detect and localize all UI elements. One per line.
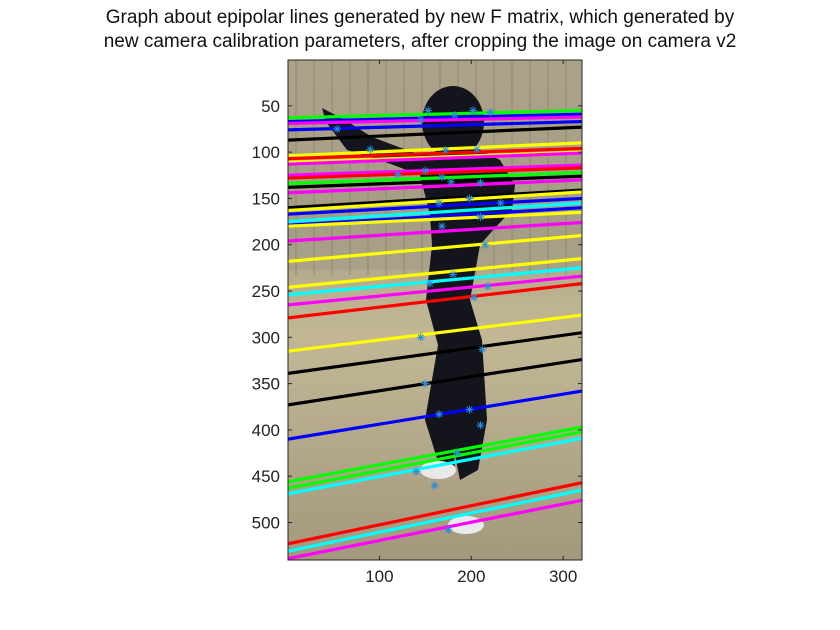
feature-point-marker — [425, 279, 434, 288]
x-tick-label: 200 — [457, 567, 485, 586]
y-tick-label: 50 — [261, 97, 280, 116]
feature-point-marker — [435, 199, 444, 208]
epipolar-line — [288, 190, 582, 213]
x-axis: 100 200 300 — [365, 60, 577, 586]
feature-point-marker — [435, 410, 444, 419]
y-tick-label: 150 — [252, 189, 280, 208]
epipolar-line — [288, 151, 582, 166]
feature-point-marker — [333, 124, 342, 133]
feature-point-marker — [470, 293, 479, 302]
epipolar-line — [288, 141, 582, 158]
epipolar-line — [288, 170, 582, 186]
epipolar-line — [288, 274, 582, 307]
epipolar-line — [288, 389, 582, 441]
y-tick-label: 400 — [252, 421, 280, 440]
epipolar-line — [288, 125, 582, 142]
feature-point-marker — [421, 166, 430, 175]
epipolar-line — [288, 188, 582, 210]
feature-point-marker — [421, 379, 430, 388]
feature-point-marker — [416, 115, 425, 124]
chart-title-line-1: Graph about epipolar lines generated by … — [105, 7, 735, 28]
feature-point-marker — [437, 173, 446, 182]
epipolar-line — [288, 282, 582, 320]
feature-point-marker — [465, 194, 474, 203]
epipolar-line — [288, 108, 582, 120]
feature-point-marker — [476, 178, 485, 187]
feature-point-marker — [476, 421, 485, 430]
feature-point-marker — [476, 212, 485, 221]
feature-point-marker — [416, 333, 425, 342]
epipolar-line — [288, 196, 582, 216]
epipolar-line — [288, 163, 582, 177]
feature-point-marker — [437, 222, 446, 231]
feature-point-marker — [450, 111, 459, 120]
epipolar-line — [288, 357, 582, 407]
feature-point-marker — [366, 145, 375, 154]
epipolar-line — [288, 146, 582, 161]
x-tick-label: 300 — [549, 567, 577, 586]
epipolar-line — [288, 112, 582, 124]
feature-point-marker — [465, 405, 474, 414]
epipolar-line — [288, 313, 582, 353]
epipolar-line — [288, 257, 582, 289]
chart-title-line-2: new camera calibration parameters, after… — [103, 31, 737, 52]
feature-point-marker — [448, 270, 457, 279]
feature-point-marker — [441, 146, 450, 155]
feature-point-marker — [478, 345, 487, 354]
epipolar-line — [288, 498, 582, 560]
axes-box — [287, 59, 583, 561]
epipolar-line — [288, 201, 582, 224]
feature-point-marker — [469, 106, 478, 115]
epipolar-line — [288, 481, 582, 546]
epipolar-lines — [288, 108, 582, 560]
y-tick-label: 250 — [252, 282, 280, 301]
feature-point-marker — [496, 199, 505, 208]
y-tick-label: 450 — [252, 467, 280, 486]
epipolar-line — [288, 436, 582, 496]
y-tick-label: 100 — [252, 143, 280, 162]
epipolar-line — [288, 233, 582, 263]
epipolar-line — [288, 178, 582, 195]
epipolar-line — [288, 210, 582, 228]
y-tick-label: 200 — [252, 236, 280, 255]
feature-point-marker — [424, 106, 433, 115]
y-tick-label: 300 — [252, 328, 280, 347]
epipolar-line — [288, 488, 582, 553]
epipolar-line — [288, 220, 582, 243]
feature-point-marker — [412, 467, 421, 476]
epipolar-line — [288, 166, 582, 180]
epipolar-line — [288, 331, 582, 376]
epipolar-line — [288, 425, 582, 484]
feature-point-marker — [486, 108, 495, 117]
feature-point-marker — [430, 481, 439, 490]
epipolar-line — [288, 174, 582, 189]
feature-point-marker — [472, 145, 481, 154]
feature-point-marker — [447, 177, 456, 186]
feature-point-marker — [481, 240, 490, 249]
y-tick-label: 350 — [252, 375, 280, 394]
epipolar-line — [288, 430, 582, 490]
epipolar-line — [288, 266, 582, 297]
feature-point-marker — [483, 282, 492, 291]
feature-point-marker — [453, 449, 462, 458]
x-tick-label: 100 — [365, 567, 393, 586]
feature-point-marker — [393, 170, 402, 179]
feature-markers — [333, 106, 505, 534]
feature-point-marker — [444, 525, 453, 534]
epipolar-line — [288, 115, 582, 126]
y-tick-label: 500 — [252, 514, 280, 533]
y-axis: 50 100 150 200 250 300 350 400 450 500 — [252, 97, 582, 533]
